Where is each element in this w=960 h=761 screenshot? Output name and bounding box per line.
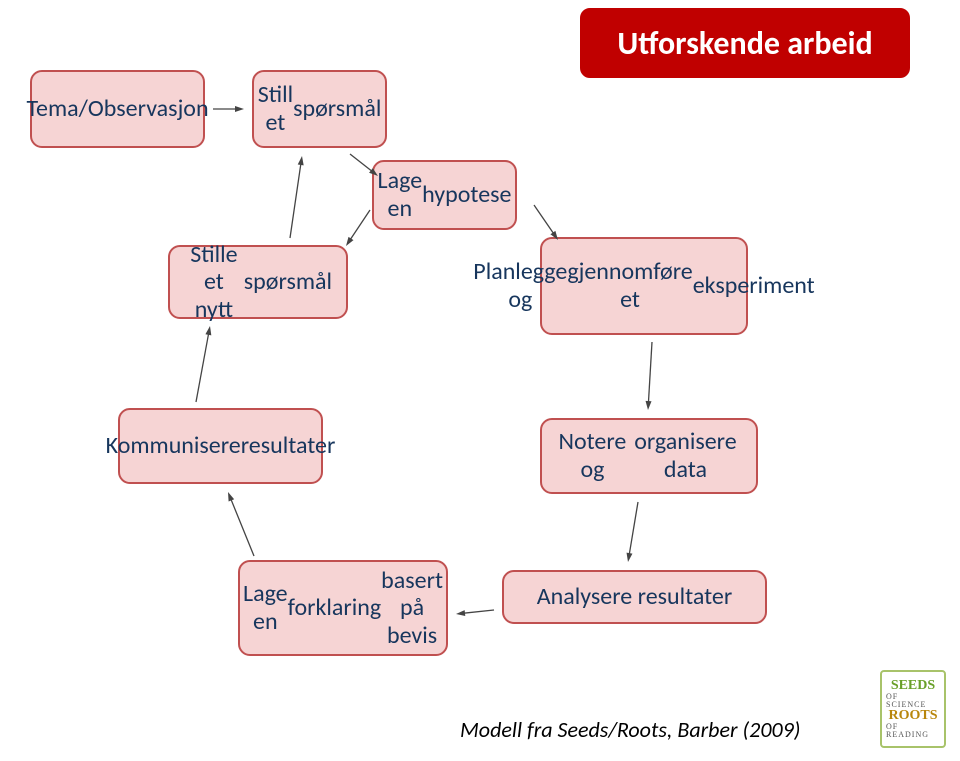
arrow-hypotese-stille-head bbox=[346, 237, 353, 246]
node-notere-line-1: organisere data bbox=[629, 428, 742, 483]
arrow-planlegge-notere-head bbox=[646, 401, 652, 410]
node-planlegge-line-1: gjennomføre et bbox=[567, 258, 692, 313]
seeds-roots-logo: SEEDS OF SCIENCE ROOTS OF READING bbox=[880, 670, 946, 748]
node-still-line-0: Still et bbox=[258, 81, 293, 136]
arrow-hypotese-stille bbox=[349, 210, 370, 242]
node-hypotese: Lage enhypotese bbox=[372, 160, 517, 230]
arrow-planlegge-notere bbox=[648, 342, 652, 405]
node-notere: Notere ogorganisere data bbox=[540, 418, 758, 494]
arrow-analysere-forklaring-head bbox=[456, 610, 465, 616]
title-box: Utforskende arbeid bbox=[580, 8, 910, 78]
node-notere-line-0: Notere og bbox=[556, 428, 629, 483]
node-still-line-1: spørsmål bbox=[293, 95, 381, 123]
arrow-still-hypotese bbox=[350, 154, 374, 173]
node-hypotese-line-0: Lage en bbox=[378, 167, 423, 222]
node-kommunisere-line-1: resultater bbox=[241, 432, 336, 460]
caption-text: Modell fra Seeds/Roots, Barber (2009) bbox=[460, 716, 800, 743]
logo-of1: OF SCIENCE bbox=[886, 693, 940, 709]
node-planlegge-line-0: Planlegge og bbox=[473, 258, 567, 313]
node-planlegge: Planlegge oggjennomføre eteksperiment bbox=[540, 237, 748, 335]
node-tema-line-0: Tema/ bbox=[26, 95, 87, 123]
logo-roots: ROOTS bbox=[888, 709, 937, 723]
node-forklaring-line-0: Lage en bbox=[243, 580, 288, 635]
node-forklaring-line-2: basert på bevis bbox=[381, 567, 443, 650]
logo-seeds: SEEDS bbox=[891, 679, 935, 693]
node-kommunisere-line-0: Kommunisere bbox=[106, 432, 241, 460]
node-tema-line-1: Observasjon bbox=[88, 95, 209, 123]
node-analysere: Analysere resultater bbox=[502, 570, 767, 624]
arrow-notere-analysere-head bbox=[627, 553, 633, 562]
node-tema: Tema/Observasjon bbox=[30, 70, 205, 148]
arrow-notere-analysere bbox=[629, 502, 638, 557]
node-planlegge-line-2: eksperiment bbox=[693, 272, 815, 300]
node-forklaring-line-1: forklaring bbox=[288, 594, 382, 622]
node-stille-line-0: Stille et nytt bbox=[184, 241, 244, 324]
logo-of2: OF READING bbox=[886, 723, 940, 739]
node-forklaring: Lage enforklaringbasert på bevis bbox=[238, 560, 448, 656]
arrow-kommunisere-stille bbox=[196, 331, 209, 402]
arrow-forklaring-kommunisere-head bbox=[228, 492, 234, 501]
title-text: Utforskende arbeid bbox=[617, 24, 872, 63]
arrow-tema-still-head bbox=[235, 106, 244, 112]
arrow-kommunisere-stille-head bbox=[205, 326, 211, 335]
node-stille-line-1: spørsmål bbox=[244, 268, 332, 296]
node-analysere-line-0: Analysere resultater bbox=[537, 583, 733, 611]
node-kommunisere: Kommunisereresultater bbox=[118, 408, 323, 484]
node-stille: Stille et nyttspørsmål bbox=[168, 245, 348, 319]
arrow-forklaring-kommunisere bbox=[230, 497, 254, 556]
arrow-stille-still bbox=[290, 161, 301, 238]
node-still: Still etspørsmål bbox=[252, 70, 387, 148]
arrow-hypotese-planlegge bbox=[534, 205, 555, 236]
node-hypotese-line-1: hypotese bbox=[422, 181, 511, 209]
diagram-stage: { "title": { "text": "Utforskende arbeid… bbox=[0, 0, 960, 761]
caption: Modell fra Seeds/Roots, Barber (2009) bbox=[460, 716, 800, 743]
arrow-analysere-forklaring bbox=[461, 610, 494, 613]
arrow-stille-still-head bbox=[298, 156, 304, 165]
